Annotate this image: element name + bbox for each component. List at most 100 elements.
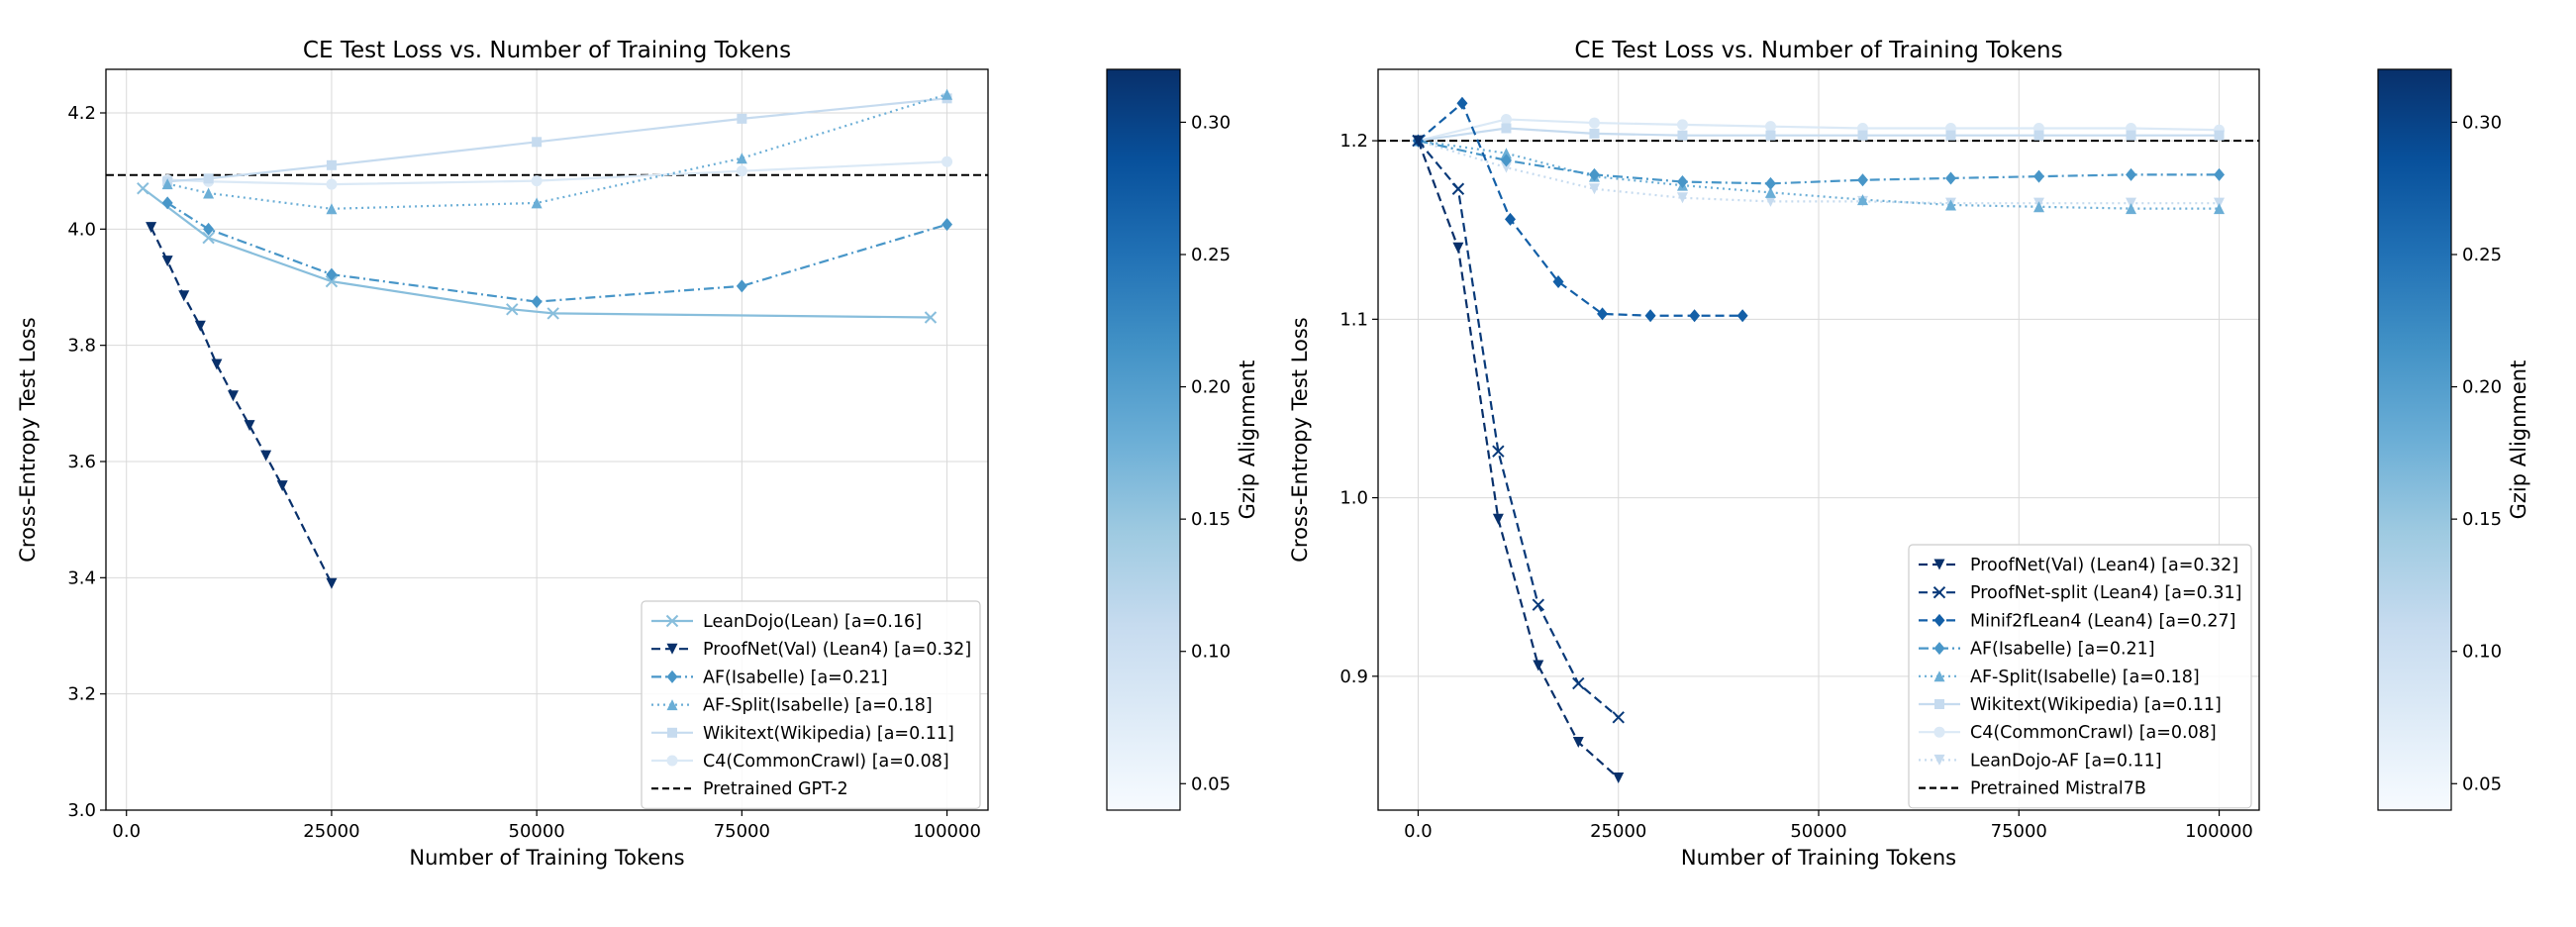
data-point [1857, 173, 1868, 187]
data-point [1764, 176, 1776, 190]
data-point [1500, 154, 1512, 167]
x-tick-label: 25000 [1590, 821, 1646, 842]
data-point [1857, 194, 1868, 206]
series-line [166, 202, 947, 303]
data-point [532, 137, 543, 148]
colorbar-tick-label: 0.20 [1191, 377, 1231, 398]
data-point [194, 320, 206, 332]
data-point [202, 231, 215, 245]
data-point [1764, 195, 1776, 207]
legend-box [1908, 544, 2252, 809]
series-line [1418, 140, 2220, 210]
series-line [149, 227, 333, 584]
data-point [1500, 113, 1512, 125]
series-line [167, 160, 947, 186]
data-point [736, 153, 747, 164]
data-point [1456, 96, 1468, 110]
legend-marker [1933, 754, 1945, 766]
data-point [244, 420, 255, 432]
data-point [2033, 169, 2044, 183]
legend-marker [666, 699, 678, 711]
legend: ProofNet(Val) (Lean4) [a=0.32] ProofNet-s… [1908, 544, 2252, 809]
colorbar-gradient [1106, 68, 1181, 811]
y-tick-label: 3.2 [67, 684, 96, 705]
x-tick-label: 75000 [714, 821, 770, 842]
y-tick-label: 4.0 [67, 219, 96, 240]
legend-marker [1933, 726, 1945, 738]
data-point [1501, 123, 1512, 134]
x-tick-label: 25000 [303, 821, 359, 842]
legend-entry: Wikitext(Wikipedia) [a=0.11] [703, 724, 954, 744]
data-point [1588, 167, 1600, 181]
data-point [1500, 148, 1512, 159]
legend-entry: ProofNet(Val) (Lean4) [a=0.32] [1970, 556, 2238, 575]
series-line [1418, 118, 2220, 143]
data-point [1533, 660, 1544, 671]
y-tick-label: 0.9 [1339, 667, 1368, 687]
data-point [1945, 199, 1956, 211]
plot-frame [105, 68, 989, 811]
colorbar-tick-label: 0.10 [2462, 642, 2502, 663]
series-1 [137, 182, 938, 324]
colorbar-tick-label: 0.30 [2462, 112, 2502, 133]
data-point [1676, 119, 1688, 131]
legend-marker [665, 614, 679, 628]
series-3 [161, 196, 953, 309]
data-point [1764, 186, 1776, 198]
data-point [1945, 171, 1956, 185]
legend-entry: AF-Split(Isabelle) [a=0.18] [1970, 668, 2200, 687]
legend-marker [1934, 699, 1944, 709]
data-point [1765, 130, 1776, 141]
y-tick-label: 1.0 [1339, 488, 1368, 509]
data-point [326, 159, 337, 170]
x-tick-label: 75000 [1991, 821, 2047, 842]
data-point [137, 182, 149, 195]
data-point [203, 222, 215, 236]
y-tick-label: 1.2 [1339, 131, 1368, 152]
data-point [1452, 242, 1464, 254]
legend-box [641, 600, 981, 809]
data-point [276, 480, 288, 492]
data-point [1572, 737, 1584, 749]
data-point [1676, 192, 1688, 204]
data-point [1613, 772, 1625, 784]
legend-entry: C4(CommonCrawl) [a=0.08] [1970, 723, 2217, 743]
y-axis-label: Cross-Entropy Test Loss [16, 317, 40, 563]
data-point [2126, 167, 2137, 181]
data-point [2214, 130, 2225, 141]
series-4 [161, 88, 953, 215]
x-tick-label: 100000 [2185, 821, 2253, 842]
legend-entry: AF-Split(Isabelle) [a=0.18] [703, 696, 933, 716]
y-tick-label: 3.6 [67, 452, 96, 472]
data-point [736, 165, 747, 177]
data-point [1736, 309, 1748, 323]
data-point [211, 359, 223, 370]
colorbar-tick-label: 0.15 [1191, 509, 1231, 530]
chart-title: CE Test Loss vs. Number of Training Toke… [303, 38, 791, 63]
data-point [203, 173, 214, 184]
legend-marker [666, 755, 678, 767]
data-point [1505, 212, 1516, 226]
x-tick-label: 0.0 [1404, 821, 1433, 842]
series-line [166, 93, 947, 210]
legend-marker [666, 643, 678, 655]
colorbar-tick-label: 0.10 [1191, 642, 1231, 663]
data-point [1451, 182, 1465, 195]
colorbar-tick-label: 0.05 [2462, 773, 2502, 794]
colorbar-tick-label: 0.30 [1191, 112, 1231, 133]
series-line [1417, 140, 1620, 779]
legend-marker [1933, 670, 1945, 682]
colorbar-label: Gzip Alignment [2507, 360, 2530, 520]
data-point [1492, 513, 1504, 525]
legend-entry: ProofNet-split (Lean4) [a=0.31] [1970, 583, 2241, 603]
data-point [146, 222, 157, 234]
data-point [326, 267, 338, 281]
data-point [941, 155, 953, 167]
data-point [1500, 161, 1512, 173]
legend-entry: ProofNet(Val) (Lean4) [a=0.32] [703, 640, 971, 660]
y-tick-label: 4.2 [67, 103, 96, 124]
x-axis-label: Number of Training Tokens [409, 846, 684, 870]
data-point [2033, 201, 2044, 213]
chart-title: CE Test Loss vs. Number of Training Toke… [1574, 38, 2062, 63]
x-tick-label: 100000 [913, 821, 981, 842]
